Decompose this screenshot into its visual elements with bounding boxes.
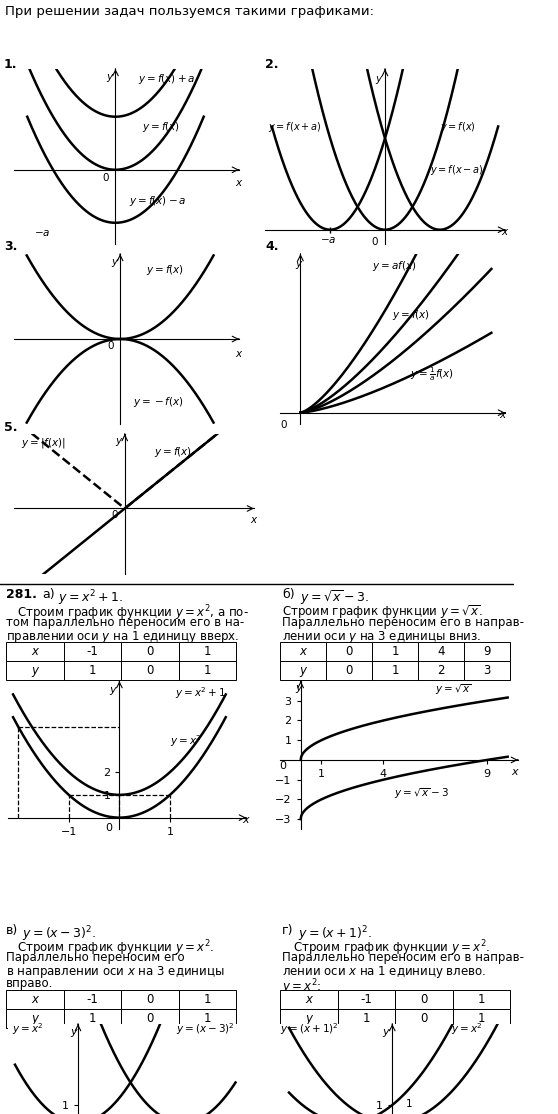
Text: $0$: $0$: [102, 170, 109, 183]
Text: $y=f(x)$: $y=f(x)$: [440, 119, 476, 134]
Text: б): б): [282, 588, 295, 600]
Text: том параллельно переносим его в на-: том параллельно переносим его в на-: [6, 616, 244, 629]
Text: $y$: $y$: [70, 1027, 79, 1039]
Text: 1.: 1.: [4, 59, 17, 71]
Text: $y=x^2$: $y=x^2$: [12, 1022, 43, 1037]
Text: $x$: $x$: [235, 350, 244, 360]
Text: $y = \sqrt{x}$:: $y = \sqrt{x}$:: [282, 642, 326, 659]
Text: $x$: $x$: [235, 178, 244, 188]
Text: $y = x^2 + 1$.: $y = x^2 + 1$.: [58, 588, 123, 607]
Text: лении оси $y$ на 3 единицы вниз.: лении оси $y$ на 3 единицы вниз.: [282, 629, 482, 645]
Text: $y$: $y$: [295, 683, 304, 695]
Text: При решении задач пользуемся такими графиками:: При решении задач пользуемся такими граф…: [5, 6, 374, 18]
Text: Параллельно переносим его в направ-: Параллельно переносим его в направ-: [282, 616, 524, 629]
Text: $0$: $0$: [107, 339, 114, 351]
Text: $y=f(x+a)$: $y=f(x+a)$: [268, 119, 323, 134]
Text: $x$: $x$: [502, 227, 510, 237]
Text: Строим график функции $y = x^2$.: Строим график функции $y = x^2$.: [6, 938, 214, 958]
Text: $y = (x - 3)^2$.: $y = (x - 3)^2$.: [22, 924, 96, 944]
Text: $y$: $y$: [115, 437, 123, 448]
Text: $y=f(x)$: $y=f(x)$: [155, 444, 193, 459]
Text: 1: 1: [406, 1098, 412, 1108]
Text: $x$: $x$: [250, 516, 258, 526]
Text: $y=x^2$: $y=x^2$: [451, 1022, 482, 1037]
Text: $y=\frac{1}{a}f(x)$: $y=\frac{1}{a}f(x)$: [410, 367, 454, 383]
Text: Строим график функции $y = \sqrt{x}$.: Строим график функции $y = \sqrt{x}$.: [282, 603, 483, 620]
Text: 281.: 281.: [6, 588, 37, 600]
Text: Строим график функции $y = x^2$, а по-: Строим график функции $y = x^2$, а по-: [6, 603, 249, 623]
Text: $y=(x-3)^2$: $y=(x-3)^2$: [176, 1022, 235, 1037]
Text: $y=x^2$: $y=x^2$: [170, 733, 201, 749]
Text: $y=|f(x)|$: $y=|f(x)|$: [21, 437, 66, 450]
Text: $y=af(x)$: $y=af(x)$: [372, 260, 416, 273]
Text: $y=\sqrt{x}-3$: $y=\sqrt{x}-3$: [394, 786, 449, 801]
Text: $0$: $0$: [372, 235, 379, 247]
Text: ОБЪЯСНЕНИЕ: ОБЪЯСНЕНИЕ: [531, 512, 541, 600]
Text: $y = x^2$:: $y = x^2$:: [282, 977, 321, 997]
Text: $y = x^2$:: $y = x^2$:: [6, 990, 45, 1009]
Text: $y$: $y$: [375, 74, 383, 86]
Text: $x$: $x$: [242, 814, 251, 824]
Text: $y$: $y$: [295, 258, 304, 271]
Text: г): г): [282, 924, 294, 937]
Text: $y=-f(x)$: $y=-f(x)$: [133, 395, 184, 410]
Text: $y$: $y$: [110, 256, 119, 268]
Text: в направлении оси $x$ на 3 единицы: в направлении оси $x$ на 3 единицы: [6, 964, 224, 980]
Text: $y$: $y$: [382, 1027, 391, 1039]
Text: $y=\sqrt{x}$: $y=\sqrt{x}$: [435, 682, 472, 697]
Text: $y=f(x-a)$: $y=f(x-a)$: [430, 163, 483, 177]
Text: $x$: $x$: [499, 410, 507, 420]
Text: а): а): [42, 588, 55, 600]
Text: $0$: $0$: [279, 760, 287, 772]
Text: Строим график функции $y = x^2$.: Строим график функции $y = x^2$.: [282, 938, 490, 958]
Text: $0$: $0$: [110, 508, 118, 519]
Text: $y=f(x)$: $y=f(x)$: [146, 263, 184, 276]
Text: $y = \sqrt{x} - 3$.: $y = \sqrt{x} - 3$.: [300, 588, 369, 607]
Text: $y=f(x)$: $y=f(x)$: [142, 120, 180, 134]
Text: $-a$: $-a$: [320, 235, 336, 245]
Text: Параллельно переносим его в направ-: Параллельно переносим его в направ-: [282, 951, 524, 964]
Text: 3.: 3.: [4, 241, 17, 254]
Text: $y$: $y$: [109, 685, 118, 697]
Text: $0$: $0$: [105, 821, 113, 833]
Text: правлении оси $y$ на 1 единицу вверх.: правлении оси $y$ на 1 единицу вверх.: [6, 629, 239, 645]
Text: $y = (x + 1)^2$.: $y = (x + 1)^2$.: [298, 924, 372, 944]
Text: 2.: 2.: [265, 59, 278, 71]
Text: $y=f(x)$: $y=f(x)$: [392, 309, 431, 322]
Text: Параллельно переносим его: Параллельно переносим его: [6, 951, 185, 964]
Text: $y=f(x)+a$: $y=f(x)+a$: [137, 72, 195, 86]
Text: 5.: 5.: [4, 420, 17, 433]
Text: в): в): [6, 924, 18, 937]
Text: $y=x^2+1$: $y=x^2+1$: [175, 685, 226, 701]
Text: $-a$: $-a$: [34, 228, 50, 238]
Text: лении оси $x$ на 1 единицу влево.: лении оси $x$ на 1 единицу влево.: [282, 964, 486, 980]
Text: $0$: $0$: [280, 418, 288, 430]
Text: $x$: $x$: [512, 768, 521, 778]
Text: $y = x^2$:: $y = x^2$:: [6, 642, 45, 662]
Text: $y$: $y$: [106, 72, 114, 84]
Text: $y=(x+1)^2$: $y=(x+1)^2$: [280, 1022, 339, 1037]
Text: 4.: 4.: [265, 241, 278, 254]
Text: вправо.: вправо.: [6, 977, 54, 990]
Text: $y=f(x)-a$: $y=f(x)-a$: [129, 194, 186, 208]
